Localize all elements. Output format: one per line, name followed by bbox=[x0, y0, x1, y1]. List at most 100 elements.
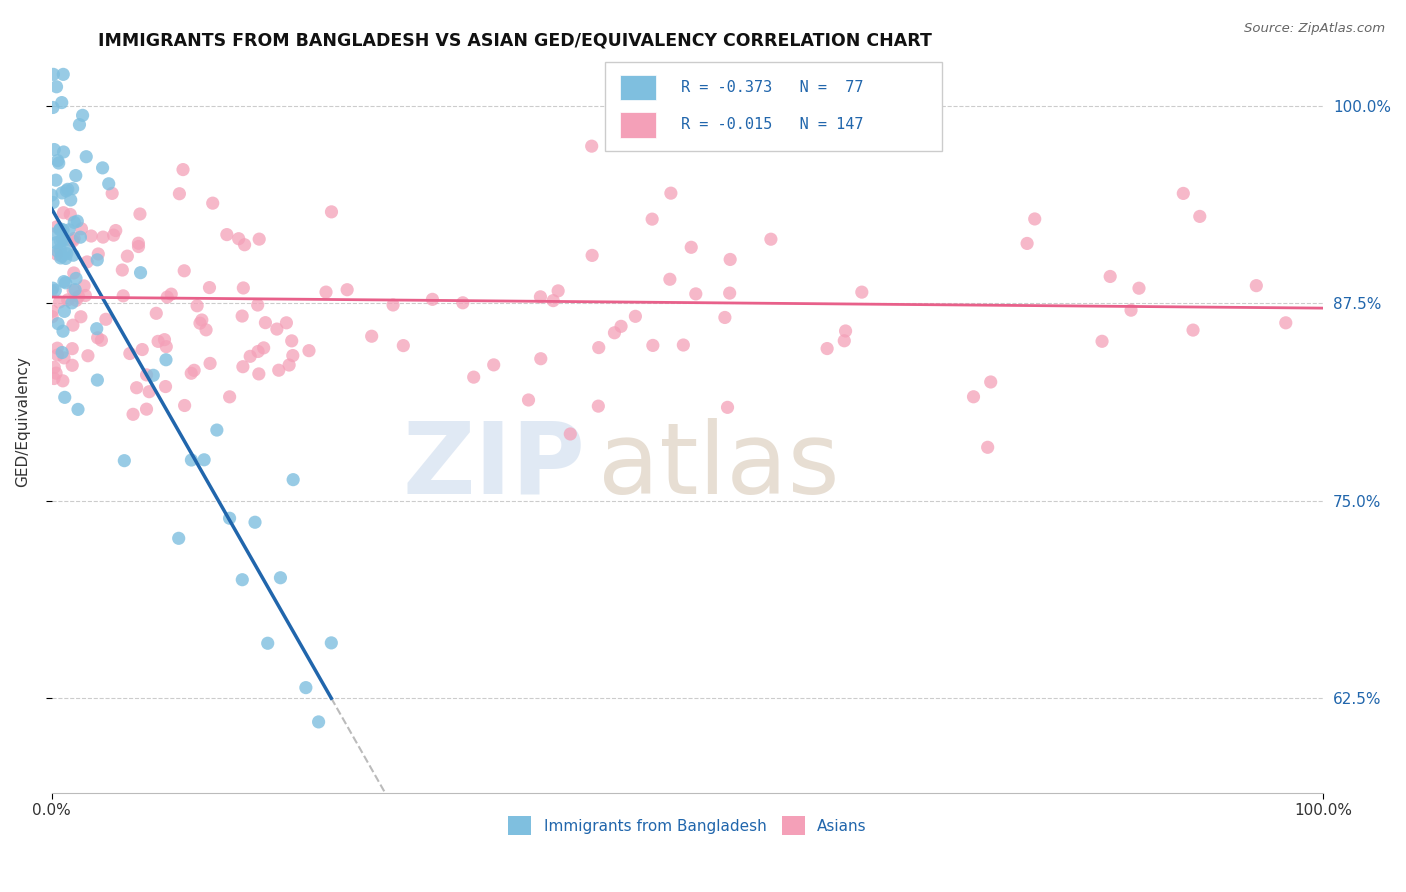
Point bbox=[253, 341, 276, 355]
Text: Source: ZipAtlas.com: Source: ZipAtlas.com bbox=[1244, 22, 1385, 36]
Point bbox=[588, 399, 610, 413]
Point bbox=[482, 358, 505, 372]
Point bbox=[215, 227, 238, 242]
Point bbox=[49, 251, 72, 265]
Point bbox=[51, 186, 73, 200]
Point bbox=[94, 312, 117, 326]
Point bbox=[86, 373, 108, 387]
Point bbox=[41, 310, 63, 324]
Point bbox=[603, 326, 626, 340]
Point bbox=[77, 349, 100, 363]
Point bbox=[46, 244, 69, 258]
Point bbox=[815, 342, 838, 356]
Point bbox=[155, 340, 177, 354]
Point bbox=[1017, 236, 1039, 251]
Point bbox=[56, 293, 79, 307]
Point bbox=[60, 342, 83, 356]
Point bbox=[46, 153, 69, 168]
Point bbox=[1024, 211, 1046, 226]
Point bbox=[52, 275, 75, 289]
Point bbox=[55, 184, 77, 198]
Point bbox=[541, 293, 564, 308]
Point bbox=[112, 289, 135, 303]
Point bbox=[45, 235, 67, 250]
Point bbox=[135, 402, 157, 417]
Point bbox=[980, 375, 1002, 389]
Point bbox=[48, 156, 70, 170]
Point bbox=[610, 319, 633, 334]
Point bbox=[101, 186, 124, 201]
Point bbox=[173, 264, 195, 278]
Point bbox=[118, 346, 141, 360]
Point bbox=[51, 95, 73, 110]
Point bbox=[55, 276, 77, 290]
Point bbox=[42, 281, 65, 295]
Point bbox=[45, 247, 67, 261]
Point bbox=[588, 341, 610, 355]
Point bbox=[112, 453, 135, 467]
Point bbox=[382, 298, 405, 312]
Point bbox=[198, 356, 221, 370]
Point bbox=[45, 79, 67, 94]
Point bbox=[75, 288, 97, 302]
Point bbox=[90, 333, 112, 347]
Point bbox=[1128, 281, 1150, 295]
Point bbox=[44, 284, 66, 298]
Point bbox=[52, 145, 75, 159]
Point bbox=[281, 349, 304, 363]
Point bbox=[127, 236, 149, 251]
Point bbox=[517, 392, 540, 407]
Point bbox=[55, 246, 77, 260]
Point bbox=[232, 359, 254, 374]
Point bbox=[624, 310, 647, 324]
Point bbox=[52, 223, 75, 237]
Point bbox=[44, 360, 66, 375]
Point bbox=[321, 636, 343, 650]
Point bbox=[58, 223, 80, 237]
Point bbox=[173, 399, 195, 413]
Point bbox=[67, 289, 90, 303]
Point bbox=[195, 323, 218, 337]
Point bbox=[169, 186, 191, 201]
Y-axis label: GED/Equivalency: GED/Equivalency bbox=[15, 357, 30, 487]
Point bbox=[360, 329, 382, 343]
Text: R = -0.015   N = 147: R = -0.015 N = 147 bbox=[681, 118, 863, 132]
Point bbox=[53, 233, 76, 247]
Point bbox=[283, 473, 305, 487]
Point bbox=[463, 370, 485, 384]
Point bbox=[87, 247, 110, 261]
Point bbox=[117, 249, 139, 263]
Point bbox=[60, 296, 83, 310]
Point bbox=[52, 324, 75, 338]
Point bbox=[547, 284, 569, 298]
Point bbox=[52, 205, 75, 219]
Point bbox=[129, 266, 152, 280]
Point bbox=[86, 321, 108, 335]
Point bbox=[193, 452, 215, 467]
Point bbox=[49, 234, 72, 248]
Point bbox=[1275, 316, 1298, 330]
Point bbox=[201, 196, 224, 211]
Point bbox=[172, 162, 194, 177]
Point bbox=[128, 239, 150, 253]
Point bbox=[254, 316, 277, 330]
Point bbox=[62, 248, 84, 262]
Point bbox=[75, 150, 97, 164]
Point bbox=[716, 401, 738, 415]
Point bbox=[55, 243, 77, 257]
Point bbox=[104, 223, 127, 237]
Point bbox=[256, 636, 278, 650]
Point bbox=[832, 334, 855, 348]
Point bbox=[658, 272, 681, 286]
Point bbox=[42, 371, 65, 385]
Point bbox=[125, 381, 148, 395]
Point bbox=[59, 207, 82, 221]
Point bbox=[46, 348, 69, 362]
Point bbox=[422, 293, 444, 307]
Point bbox=[581, 139, 603, 153]
Point bbox=[191, 313, 214, 327]
Point bbox=[247, 367, 270, 381]
Point bbox=[685, 286, 707, 301]
Point bbox=[69, 230, 91, 244]
Point bbox=[62, 181, 84, 195]
